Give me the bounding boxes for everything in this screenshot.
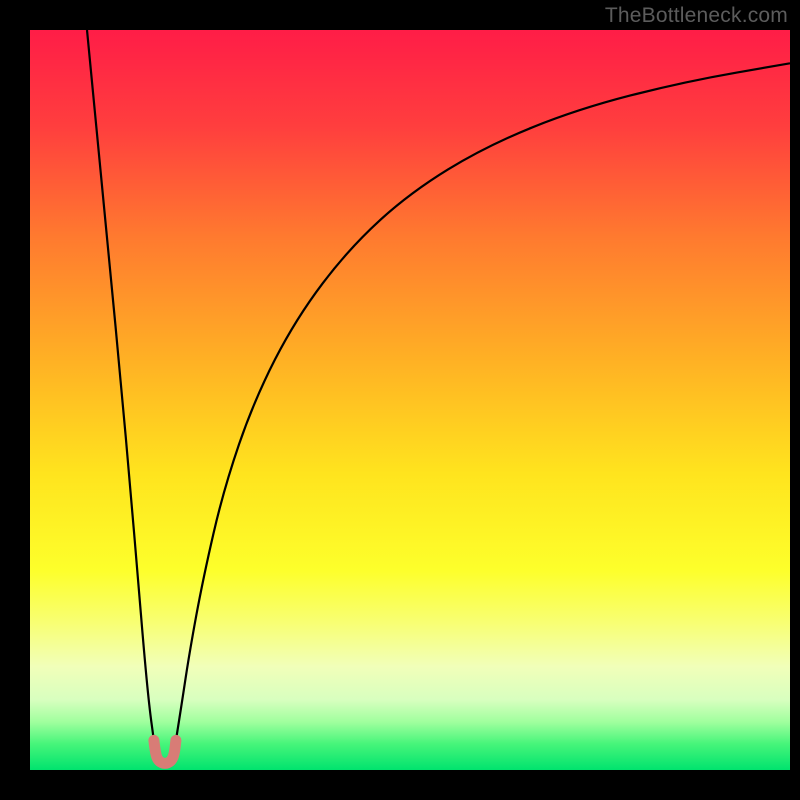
watermark-text: TheBottleneck.com xyxy=(605,4,788,28)
chart-container: TheBottleneck.com xyxy=(0,0,800,800)
bottleneck-curve-chart xyxy=(0,0,800,800)
